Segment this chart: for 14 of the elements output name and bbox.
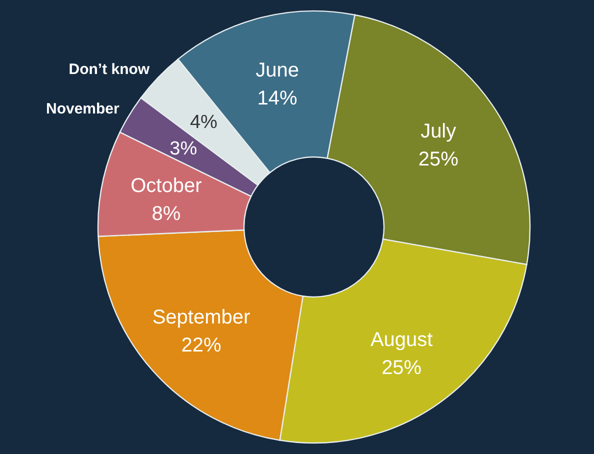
slice-label: Don’t know (68, 61, 150, 78)
data-label: 22% (181, 334, 222, 356)
slice-label: October (130, 175, 202, 198)
data-label: 25% (382, 357, 422, 380)
data-label: 25% (418, 148, 459, 170)
slice-label: July (420, 120, 456, 142)
data-label: 4% (190, 112, 218, 133)
data-label: 14% (257, 88, 298, 110)
slice-label: November (46, 100, 120, 118)
data-label: 3% (170, 138, 198, 160)
slice-label: September (152, 306, 250, 328)
slice-label: August (370, 329, 434, 352)
data-label: 8% (152, 203, 181, 226)
slice-label: June (256, 60, 299, 82)
